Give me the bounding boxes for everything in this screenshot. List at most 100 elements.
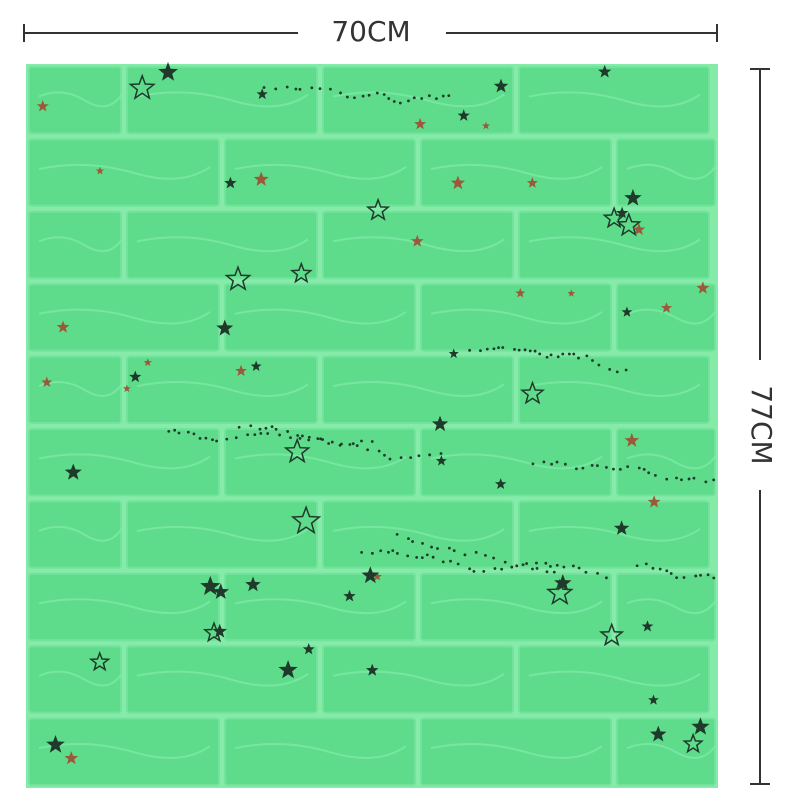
brick xyxy=(224,572,416,642)
dot xyxy=(186,430,190,434)
dot xyxy=(561,352,565,356)
dot xyxy=(270,425,274,429)
dot xyxy=(567,352,571,356)
dot xyxy=(468,567,472,571)
dot xyxy=(192,432,196,436)
dot xyxy=(533,349,537,353)
star xyxy=(647,495,661,508)
dot xyxy=(321,438,324,441)
brick xyxy=(322,355,514,425)
star xyxy=(632,222,646,235)
dot xyxy=(555,460,559,464)
dot xyxy=(552,570,556,574)
star xyxy=(526,177,538,188)
brick xyxy=(518,645,710,714)
star xyxy=(250,360,262,371)
dot xyxy=(492,556,495,560)
star xyxy=(598,64,612,78)
brick xyxy=(126,645,318,714)
brick-texture xyxy=(38,743,211,759)
star xyxy=(615,211,642,237)
dot xyxy=(515,564,519,568)
dot xyxy=(577,566,581,570)
star xyxy=(343,589,356,602)
dot xyxy=(430,545,433,549)
dot xyxy=(706,573,710,577)
dot xyxy=(387,97,391,100)
brick-texture xyxy=(136,236,309,253)
dot xyxy=(596,464,599,468)
dot xyxy=(237,425,241,429)
dot xyxy=(644,562,648,566)
dot xyxy=(411,540,414,543)
star xyxy=(46,735,65,753)
dot xyxy=(379,549,383,553)
dot xyxy=(585,354,589,358)
star xyxy=(450,175,466,190)
brick xyxy=(126,210,318,280)
star xyxy=(216,319,234,336)
height-label: 77CM xyxy=(745,385,778,464)
dot xyxy=(581,466,585,470)
dot xyxy=(449,559,452,563)
dot xyxy=(441,94,445,98)
dot xyxy=(699,573,702,577)
dot xyxy=(398,101,402,105)
brick-texture xyxy=(136,525,309,542)
dot xyxy=(542,460,546,464)
dot xyxy=(535,567,539,570)
star xyxy=(621,306,633,317)
star xyxy=(613,520,630,535)
star xyxy=(361,566,380,584)
brick-texture xyxy=(626,163,717,180)
dot xyxy=(692,476,696,480)
star xyxy=(290,505,322,535)
star xyxy=(36,100,49,112)
dot xyxy=(360,439,363,443)
dot xyxy=(597,363,601,367)
dot xyxy=(468,348,472,352)
dot xyxy=(298,436,302,440)
dot xyxy=(278,433,281,437)
dot xyxy=(538,352,542,356)
brick xyxy=(28,355,122,425)
dot xyxy=(428,453,432,457)
brick xyxy=(28,66,122,135)
dot xyxy=(211,438,214,442)
dot xyxy=(549,353,553,357)
dot xyxy=(388,457,392,461)
star xyxy=(158,62,178,81)
dot xyxy=(669,572,673,575)
dot xyxy=(318,87,322,90)
brick xyxy=(420,138,612,207)
brick-texture xyxy=(38,236,123,253)
star xyxy=(372,571,382,581)
dot xyxy=(345,95,349,99)
star xyxy=(691,717,710,735)
brick xyxy=(28,500,122,569)
brick xyxy=(28,138,220,207)
star xyxy=(278,660,298,679)
brick xyxy=(28,572,220,642)
dot xyxy=(492,347,496,351)
dot xyxy=(264,426,268,430)
width-label: 70CM xyxy=(331,15,410,48)
star xyxy=(448,348,459,359)
dot xyxy=(382,93,386,96)
brick-texture xyxy=(38,381,123,397)
dot xyxy=(531,567,534,571)
brick-texture xyxy=(38,453,211,470)
star xyxy=(519,380,546,405)
dot xyxy=(497,346,500,350)
star xyxy=(200,575,221,596)
star xyxy=(649,725,667,742)
dot xyxy=(624,368,628,372)
brick-texture xyxy=(626,743,717,759)
brick-texture xyxy=(332,525,505,542)
star xyxy=(641,620,654,632)
star xyxy=(56,320,70,333)
dot xyxy=(420,97,424,100)
dot xyxy=(612,467,615,471)
dot xyxy=(366,448,369,452)
brick xyxy=(126,500,318,569)
